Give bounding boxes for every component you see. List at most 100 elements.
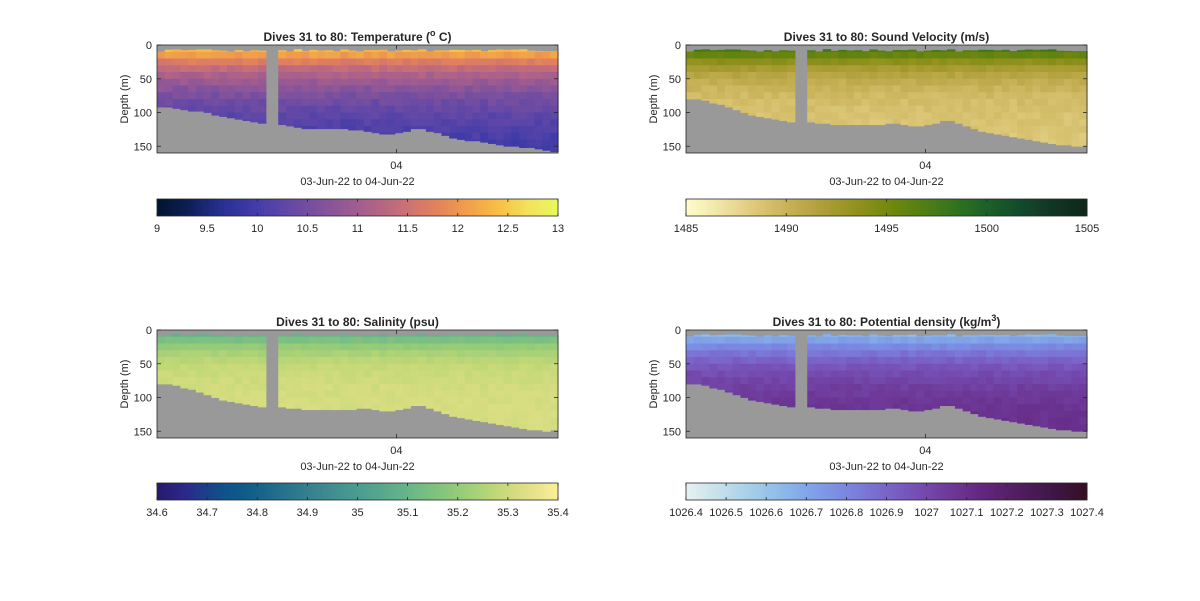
- heatmap-cell: [519, 411, 528, 419]
- heatmap-cell: [861, 58, 870, 66]
- heatmap-cell: [542, 343, 551, 351]
- heatmap-cell: [869, 370, 878, 378]
- heatmap-cell: [869, 336, 878, 344]
- heatmap-cell: [853, 72, 863, 80]
- heatmap-cell: [884, 390, 894, 398]
- heatmap-cell: [1032, 72, 1041, 80]
- heatmap-cell: [234, 51, 244, 59]
- heatmap-cell: [861, 370, 870, 378]
- heatmap-cell: [203, 350, 212, 358]
- heatmap-cell: [488, 126, 497, 134]
- heatmap-cell: [526, 139, 536, 147]
- heatmap-cell: [846, 58, 855, 66]
- heatmap-cell: [293, 370, 303, 378]
- heatmap-cell: [1079, 65, 1088, 73]
- heatmap-cell: [402, 404, 411, 409]
- colorbar-swatch: [729, 483, 734, 500]
- heatmap-cell: [701, 370, 710, 378]
- heatmap-cell: [242, 336, 251, 344]
- heatmap-cell: [908, 105, 917, 113]
- heatmap-cell: [1079, 390, 1088, 398]
- heatmap-cell: [286, 370, 295, 378]
- heatmap-cell: [324, 119, 334, 127]
- heatmap-cell: [550, 99, 559, 107]
- heatmap-cell: [970, 343, 979, 351]
- heatmap-cell: [219, 72, 228, 80]
- colorbar-swatch: [547, 483, 552, 500]
- heatmap-cell: [748, 99, 757, 107]
- colorbar-swatch: [973, 483, 978, 500]
- heatmap-cell: [258, 78, 267, 86]
- heatmap-cell: [892, 50, 902, 53]
- heatmap-cell: [815, 58, 824, 66]
- heatmap-cell: [892, 78, 902, 86]
- heatmap-cell: [157, 51, 166, 59]
- heatmap-cell: [763, 390, 773, 398]
- heatmap-cell: [425, 51, 435, 59]
- colorbar-swatch: [759, 199, 764, 216]
- colorbar-swatch: [1070, 483, 1075, 500]
- heatmap-cell: [278, 384, 287, 392]
- heatmap-cell: [242, 390, 251, 398]
- heatmap-cell: [740, 85, 749, 93]
- heatmap-cell: [1055, 99, 1065, 107]
- heatmap-cell: [853, 58, 863, 66]
- heatmap-cell: [488, 51, 497, 59]
- heatmap-cell: [418, 58, 427, 66]
- heatmap-cell: [503, 49, 512, 53]
- heatmap-cell: [180, 58, 189, 66]
- heatmap-cell: [526, 85, 536, 93]
- heatmap-cell: [519, 404, 528, 412]
- colorbar-swatch: [297, 199, 302, 216]
- heatmap-cell: [1017, 105, 1026, 113]
- heatmap-cell: [853, 350, 863, 358]
- heatmap-cell: [869, 363, 878, 371]
- colorbar-swatch: [247, 483, 252, 500]
- colorbar-swatch: [163, 199, 168, 216]
- heatmap-cell: [1017, 370, 1026, 378]
- heatmap-cell: [355, 357, 365, 365]
- heatmap-cell: [394, 363, 404, 371]
- heatmap-cell: [838, 65, 847, 73]
- colorbar-swatch: [554, 483, 559, 500]
- heatmap-cell: [464, 72, 474, 80]
- colorbar-swatch: [213, 483, 218, 500]
- heatmap-cell: [410, 99, 419, 107]
- heatmap-cell: [278, 363, 287, 371]
- heatmap-cell: [293, 78, 303, 86]
- heatmap-cell: [425, 92, 435, 100]
- colorbar-swatch: [1040, 483, 1045, 500]
- heatmap-cell: [534, 357, 544, 365]
- x-axis-label: 03-Jun-22 to 04-Jun-22: [300, 461, 414, 473]
- heatmap-cell: [402, 377, 411, 385]
- colorbar-swatch: [310, 483, 315, 500]
- colorbar-swatch: [394, 199, 399, 216]
- heatmap-cell: [441, 357, 450, 365]
- heatmap-cell: [542, 350, 551, 358]
- heatmap-cell: [211, 350, 220, 358]
- heatmap-cell: [324, 357, 334, 365]
- heatmap-cell: [1017, 78, 1026, 86]
- heatmap-cell: [172, 370, 181, 378]
- heatmap-cell: [1048, 417, 1057, 425]
- colorbar-swatch: [541, 199, 546, 216]
- heatmap-cell: [464, 51, 474, 59]
- heatmap-cell: [258, 65, 267, 73]
- heatmap-cell: [542, 397, 551, 405]
- colorbar-swatch: [377, 199, 382, 216]
- colorbar-swatch: [233, 199, 238, 216]
- heatmap-cell: [830, 335, 839, 338]
- heatmap-cell: [970, 105, 979, 113]
- heatmap-cell: [519, 343, 528, 351]
- colorbar-swatch: [494, 199, 499, 216]
- heatmap-cell: [717, 377, 726, 385]
- heatmap-cell: [278, 119, 287, 126]
- heatmap-cell: [188, 377, 197, 385]
- heatmap-cell: [838, 357, 847, 365]
- heatmap-cell: [410, 119, 419, 127]
- heatmap-cell: [371, 343, 380, 351]
- heatmap-cell: [838, 105, 847, 113]
- heatmap-cell: [449, 112, 458, 120]
- heatmap-cell: [748, 363, 757, 371]
- heatmap-cell: [418, 65, 427, 73]
